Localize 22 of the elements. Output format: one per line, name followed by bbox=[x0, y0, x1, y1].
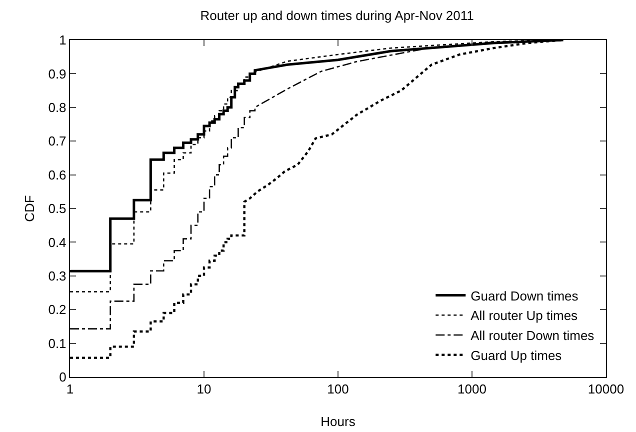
y-tick-label: 0.5 bbox=[48, 201, 66, 216]
y-tick-label: 1 bbox=[59, 32, 66, 48]
y-tick-label: 0.8 bbox=[48, 100, 66, 115]
y-tick-label: 0.3 bbox=[48, 268, 66, 284]
x-tick-label: 1000 bbox=[458, 382, 486, 397]
y-tick-label: 0.6 bbox=[48, 167, 66, 182]
y-tick-label: 0.1 bbox=[48, 336, 66, 351]
x-tick-label: 10 bbox=[196, 382, 212, 397]
x-axis-title: Hours bbox=[320, 414, 356, 430]
y-tick-label: 0.9 bbox=[48, 66, 66, 82]
legend-label: Guard Down times bbox=[470, 288, 579, 304]
legend-label: All router Down times bbox=[470, 328, 595, 344]
chart-title: Router up and down times during Apr-Nov 2011 bbox=[200, 8, 474, 23]
x-tick-label: 10000 bbox=[588, 382, 624, 397]
x-tick-label: 100 bbox=[327, 382, 349, 397]
y-axis-title: CDF bbox=[22, 195, 37, 222]
y-tick-label: 0.7 bbox=[48, 134, 66, 149]
y-tick-label: 0.4 bbox=[48, 234, 66, 250]
legend-label: Guard Up times bbox=[470, 348, 562, 363]
legend-label: All router Up times bbox=[470, 308, 578, 324]
y-tick-label: 0.2 bbox=[48, 302, 66, 318]
y-tick-label: 0 bbox=[59, 370, 66, 385]
